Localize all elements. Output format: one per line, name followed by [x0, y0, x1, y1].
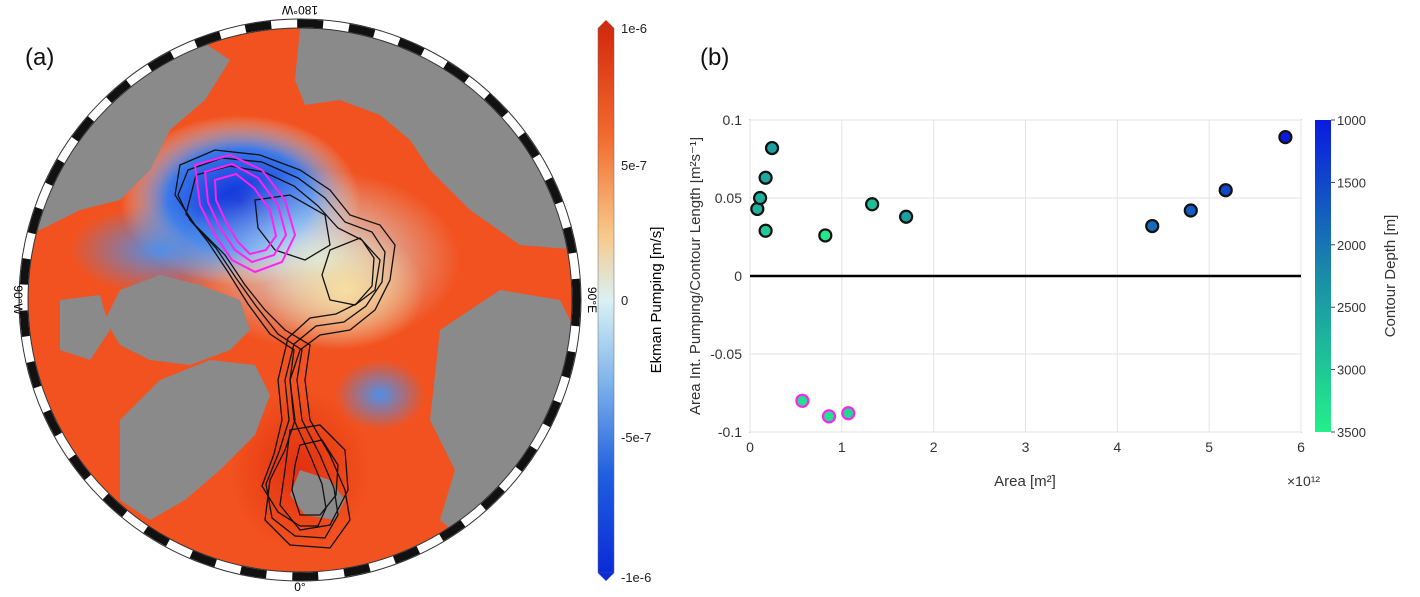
data-point [1145, 218, 1160, 234]
highlight-data-point [821, 409, 837, 424]
panel-a: (a) [0, 0, 680, 594]
depth-colorbar-gradient [1315, 120, 1331, 432]
depth-colorbar-tick-label: 1500 [1337, 175, 1366, 190]
lon-label-180w: 180°W [281, 3, 318, 17]
x-axis-ticks: 0 1 2 3 4 5 6 [746, 439, 1305, 455]
lon-label-90e: 90°E [585, 287, 599, 313]
depth-colorbar-tick-label: 2500 [1337, 300, 1366, 315]
highlight-contours [193, 153, 297, 274]
data-point [753, 190, 768, 206]
lon-label-90w: 90°W [11, 285, 25, 315]
colorbar-top-arrow [598, 20, 614, 28]
depth-colorbar-tick-label: 1000 [1337, 113, 1366, 128]
depth-contours [174, 149, 396, 549]
depth-colorbar-tick-label: 2000 [1337, 238, 1366, 253]
x-tick-label: 4 [1113, 439, 1121, 455]
colorbar-tick-4: -5e-7 [621, 430, 651, 445]
x-tick-label: 1 [838, 439, 846, 455]
depth-colorbar-ticks: 1000 1500 2000 2500 3000 3500 [1331, 113, 1366, 440]
colorbar-tick-5: -1e-6 [621, 570, 651, 585]
negative-pumping-patch [335, 360, 425, 430]
panel-b-label: (b) [700, 44, 730, 71]
panel-b: (b) 0 1 2 3 4 5 6 0.1 0.05 0 -0.05 -0.1 Area [m²] … [687, 0, 1420, 592]
y-axis-ticks: 0.1 0.05 0 -0.05 -0.1 [710, 112, 742, 440]
lon-label-0: 0° [294, 580, 306, 592]
colorbar-label: Ekman Pumping [m/s] [648, 227, 665, 374]
colorbar-gradient [597, 27, 615, 574]
x-tick-label: 3 [1022, 439, 1030, 455]
x-exponent-label: ×10¹² [1287, 473, 1320, 489]
colorbar-tick-3: 0 [621, 293, 628, 308]
data-point [1183, 203, 1198, 218]
y-tick-label: 0 [734, 268, 742, 284]
map-frame-ring [19, 19, 581, 581]
plot-area: 0 1 2 3 4 5 6 0.1 0.05 0 -0.05 -0.1 [710, 112, 1305, 455]
y-tick-label: 0.1 [723, 112, 743, 128]
data-point [1278, 130, 1293, 145]
scatter-chart: 0 1 2 3 4 5 6 0.1 0.05 0 -0.05 -0.1 Area [m²] ×10¹… [687, 112, 1399, 490]
pumping-colorbar: 1e-6 5e-7 0 -5e-7 -1e-6 Ekman Pumping [m… [597, 20, 665, 585]
colorbar-tick-1: 1e-6 [621, 21, 647, 36]
data-point [764, 140, 780, 156]
polar-map: 180°W 90°W 90°E 0° 1e-6 5e-7 0 -5e-7 -1e… [11, 3, 665, 594]
y-axis-label: Area Int. Pumping/Contour Length [m²s⁻¹] [690, 137, 704, 415]
data-point [758, 223, 773, 238]
depth-colorbar: 1000 1500 2000 2500 3000 3500 Contour Depth [… [1315, 113, 1399, 440]
depth-colorbar-tick-label: 3500 [1337, 425, 1366, 440]
data-point [865, 197, 880, 212]
colorbar-bottom-arrow [598, 573, 614, 581]
data-point [818, 228, 833, 243]
land-scandinavia [430, 290, 572, 545]
data-point [1218, 183, 1233, 198]
y-tick-label: -0.05 [710, 346, 742, 362]
highlight-data-point [841, 406, 856, 421]
y-tick-label: 0.05 [715, 190, 742, 206]
panel-a-label: (a) [25, 44, 55, 71]
x-tick-label: 5 [1205, 439, 1213, 455]
highlight-data-point [795, 393, 810, 408]
colorbar-tick-2: 5e-7 [621, 158, 647, 173]
data-point [758, 170, 773, 185]
land-baffin [60, 295, 110, 360]
depth-colorbar-tick-label: 3000 [1337, 363, 1366, 378]
x-tick-label: 0 [746, 439, 754, 455]
x-axis-label: Area [m²] [994, 473, 1056, 490]
x-tick-label: 2 [930, 439, 938, 455]
x-tick-label: 6 [1297, 439, 1305, 455]
data-point [899, 209, 914, 224]
land-greenland [120, 360, 270, 520]
y-tick-label: -0.1 [718, 424, 742, 440]
map-inner-border [27, 27, 573, 573]
data-points [750, 130, 1293, 424]
depth-colorbar-label: Contour Depth [m] [1382, 215, 1399, 338]
land-canada [105, 275, 250, 365]
archipelago-negative-area [70, 205, 250, 295]
map-outer-border [18, 18, 582, 582]
